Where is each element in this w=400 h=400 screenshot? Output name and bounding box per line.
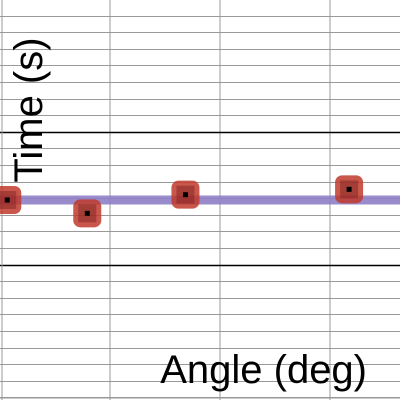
y-axis-label: Time (s) [7, 37, 51, 182]
data-point [335, 175, 364, 204]
data-point-center [346, 186, 352, 192]
data-point [73, 199, 102, 228]
x-axis-label: Angle (deg) [160, 348, 367, 392]
data-point-center [4, 197, 10, 203]
data-points [0, 175, 364, 228]
data-point-center [182, 192, 188, 198]
data-point [171, 180, 200, 209]
data-point [0, 186, 22, 214]
data-point-marker [0, 186, 22, 214]
data-point-center [84, 210, 90, 216]
